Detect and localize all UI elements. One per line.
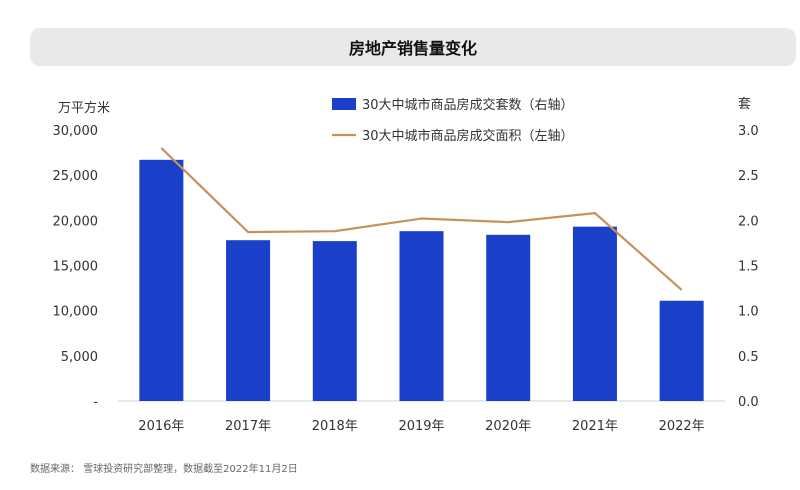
right-tick-label: 0.5 [738,350,759,365]
x-tick-label: 2018年 [312,419,358,434]
chart-title-bar: 房地产销售量变化 [30,28,796,66]
bar [486,234,531,401]
bar [312,241,357,401]
x-tick-label: 2021年 [572,419,618,434]
legend-bar-swatch [332,98,356,110]
right-tick-label: 2.5 [738,169,759,184]
right-tick-label: 1.0 [738,305,759,320]
right-tick-label: 0.0 [738,395,759,410]
left-axis-unit: 万平方米 [58,100,110,116]
bar [659,300,704,401]
x-tick-label: 2016年 [138,419,184,434]
left-tick-label: 25,000 [53,169,99,184]
x-tick-label: 2019年 [398,419,444,434]
left-tick-label: 20,000 [53,214,99,229]
bar [226,240,271,401]
bar [399,231,444,401]
left-tick-label: 30,000 [53,124,99,139]
left-tick-label: - [93,395,98,410]
left-tick-label: 15,000 [53,260,99,275]
left-tick-label: 10,000 [53,305,99,320]
right-axis-unit: 套 [738,96,751,112]
source-note: 数据来源： 雪球投资研究部整理，数据截至2022年11月2日 [30,464,298,475]
right-tick-label: 3.0 [738,124,759,139]
bar [139,159,184,401]
bar [572,226,617,401]
x-tick-label: 2020年 [485,419,531,434]
x-tick-label: 2017年 [225,419,271,434]
chart-title: 房地产销售量变化 [348,39,477,58]
x-tick-label: 2022年 [659,419,705,434]
right-tick-label: 2.0 [738,214,759,229]
left-tick-label: 5,000 [61,350,98,365]
legend-line-label: 30大中城市商品房成交面积（左轴） [362,128,574,144]
legend-bar-label: 30大中城市商品房成交套数（右轴） [362,97,574,113]
right-tick-label: 1.5 [738,260,759,275]
